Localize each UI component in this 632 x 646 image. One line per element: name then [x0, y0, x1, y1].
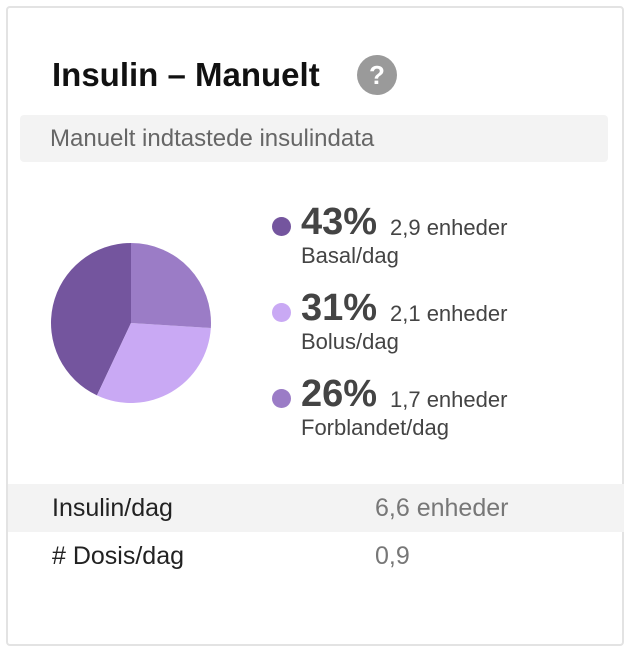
- table-row: Insulin/dag 6,6 enheder: [8, 484, 624, 532]
- legend-label: Bolus/dag: [301, 329, 399, 354]
- row-value: 6,6 enheder: [375, 494, 509, 522]
- legend-dot: [272, 389, 291, 408]
- title: Insulin – Manuelt: [52, 56, 320, 93]
- subtitle: Manuelt indtastede insulindata: [50, 125, 375, 152]
- legend-units: 2,1 enheder: [390, 301, 508, 326]
- legend-label: Forblandet/dag: [301, 415, 449, 440]
- legend-dot: [272, 303, 291, 322]
- legend-percent: 26%: [301, 373, 378, 415]
- row-label: # Dosis/dag: [52, 542, 185, 570]
- legend-units: 1,7 enheder: [390, 387, 508, 412]
- pie-slice: [131, 243, 211, 329]
- subtitle-bar: Manuelt indtastede insulindata: [20, 115, 608, 162]
- pie-slice: [51, 243, 132, 396]
- row-value: 0,9: [375, 542, 410, 570]
- row-label: Insulin/dag: [52, 494, 173, 522]
- pie-chart: [51, 243, 211, 403]
- legend-dot: [272, 217, 291, 236]
- table-row: # Dosis/dag 0,9: [8, 532, 624, 580]
- help-button[interactable]: ?: [357, 55, 397, 95]
- legend-label: Basal/dag: [301, 243, 399, 268]
- legend-units: 2,9 enheder: [390, 215, 508, 240]
- pie-slice: [96, 323, 211, 403]
- legend-percent: 31%: [301, 287, 378, 329]
- legend-percent: 43%: [301, 201, 378, 243]
